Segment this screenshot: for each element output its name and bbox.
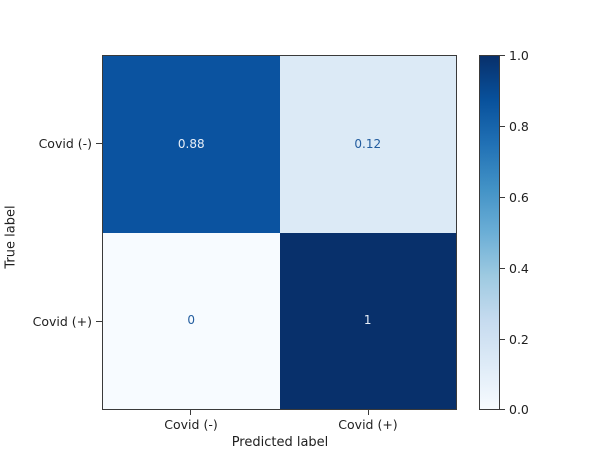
y-axis-title: True label <box>3 205 19 269</box>
cell-value-label: 1 <box>363 313 372 328</box>
x-tick-mark <box>368 410 369 415</box>
colorbar-tick-label: 0.2 <box>509 332 529 347</box>
colorbar-tick-mark <box>500 55 505 56</box>
colorbar-tick-label: 0.4 <box>509 261 529 276</box>
colorbar-tick-label: 0.6 <box>509 190 529 205</box>
colorbar-tick-mark <box>500 339 505 340</box>
x-axis-title: Predicted label <box>231 435 329 450</box>
colorbar-tick-mark <box>500 197 505 198</box>
colorbar-gradient <box>480 56 499 409</box>
cell-value-label: 0 <box>187 313 196 328</box>
heatmap-cell-true-pos-pred-neg: 0 <box>103 232 280 409</box>
cell-value-label: 0.12 <box>354 136 382 151</box>
colorbar-tick-label: 0.0 <box>509 402 529 417</box>
y-axis-tick-label: Covid (+) <box>32 314 92 329</box>
x-tick-mark <box>190 410 191 415</box>
heatmap-cell-true-neg-pred-pos: 0.12 <box>279 56 456 233</box>
colorbar-tick-mark <box>500 126 505 127</box>
colorbar-tick-label: 1.0 <box>509 48 529 63</box>
y-axis-tick-label: Covid (-) <box>38 136 92 151</box>
y-tick-mark <box>96 321 102 322</box>
y-tick-mark <box>96 143 102 144</box>
heatmap-cell-true-pos-pred-pos: 1 <box>279 232 456 409</box>
heatmap-cell-true-neg-pred-neg: 0.88 <box>103 56 280 233</box>
colorbar-tick-mark <box>500 409 505 410</box>
colorbar-tick-mark <box>500 268 505 269</box>
colorbar <box>479 55 500 410</box>
x-axis-tick-label: Covid (+) <box>338 417 398 432</box>
cell-value-label: 0.88 <box>177 136 205 151</box>
colorbar-tick-label: 0.8 <box>509 119 529 134</box>
x-axis-tick-label: Covid (-) <box>164 417 218 432</box>
heatmap-axes: 0.88 0.12 0 1 <box>102 55 457 410</box>
